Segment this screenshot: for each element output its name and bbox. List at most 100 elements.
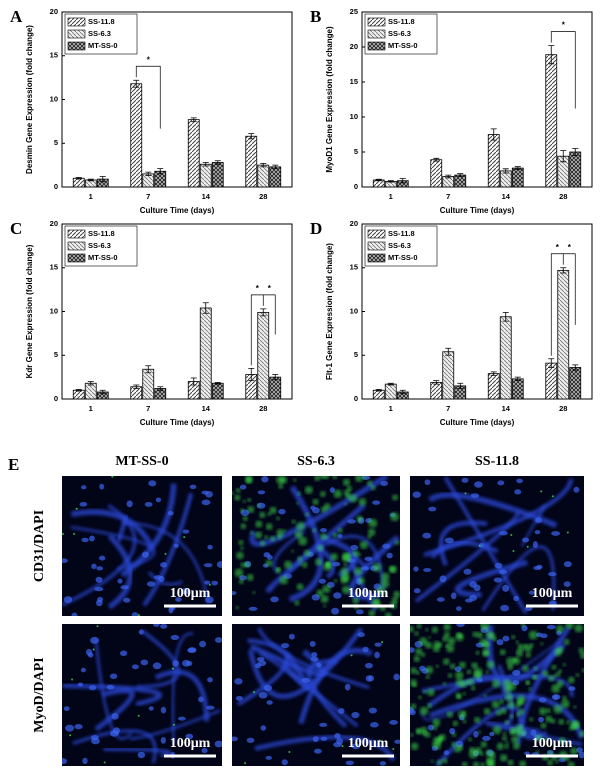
green-signal — [499, 649, 506, 656]
micrograph: 100μm — [62, 624, 222, 766]
nucleus — [424, 479, 431, 486]
nucleus — [473, 730, 479, 738]
bar — [269, 376, 282, 400]
nucleus — [153, 624, 160, 627]
green-signal — [432, 725, 438, 731]
nucleus — [393, 673, 400, 681]
green-signal — [296, 521, 305, 531]
green-signal — [278, 483, 284, 489]
green-signal — [443, 624, 451, 631]
nucleus — [436, 597, 445, 602]
green-signal — [470, 685, 476, 691]
nucleus — [493, 577, 503, 583]
nucleus — [502, 635, 510, 642]
nucleus — [148, 480, 157, 487]
error-bar — [387, 382, 394, 386]
nucleus — [234, 678, 243, 685]
green-signal — [418, 695, 422, 700]
x-tick-label: 14 — [502, 404, 511, 413]
green-signal — [442, 758, 448, 764]
green-signal — [410, 733, 414, 737]
green-signal — [253, 691, 256, 694]
row-label: MyoD/DAPI — [32, 657, 47, 732]
nucleus — [423, 568, 432, 573]
error-bar — [502, 311, 509, 322]
legend-label: SS-11.8 — [88, 229, 115, 238]
nucleus — [239, 484, 247, 490]
green-signal — [434, 742, 441, 750]
green-signal — [562, 663, 567, 667]
green-signal — [340, 575, 349, 584]
green-signal — [558, 718, 565, 725]
nucleus — [312, 736, 319, 743]
nucleus — [370, 722, 379, 728]
nucleus — [235, 695, 243, 701]
bar — [569, 151, 582, 188]
legend-label: SS-11.8 — [388, 229, 415, 238]
green-signal — [296, 501, 300, 505]
green-signal — [391, 596, 398, 604]
green-signal — [456, 632, 462, 638]
nucleus — [79, 501, 88, 507]
green-signal — [489, 751, 496, 758]
nucleus — [301, 677, 311, 684]
nucleus — [216, 561, 222, 568]
green-signal — [183, 536, 186, 539]
green-signal — [303, 549, 311, 557]
nucleus — [576, 747, 583, 753]
green-signal — [533, 666, 538, 671]
y-tick-label: 15 — [50, 263, 58, 272]
green-signal — [312, 528, 317, 533]
x-tick-label: 7 — [446, 404, 450, 413]
error-bar — [99, 176, 106, 183]
bar — [511, 378, 524, 400]
nucleus — [578, 751, 584, 759]
green-signal — [352, 550, 360, 557]
green-signal — [529, 717, 534, 722]
nucleus — [456, 606, 462, 611]
nucleus — [309, 640, 316, 647]
nucleus — [357, 632, 365, 638]
green-signal — [502, 679, 512, 688]
x-tick-label: 28 — [559, 192, 567, 201]
nucleus — [160, 706, 167, 714]
green-signal — [370, 485, 376, 491]
bar — [142, 368, 155, 400]
green-signal — [381, 641, 384, 644]
nucleus — [332, 561, 341, 567]
green-signal — [522, 665, 529, 672]
green-signal — [574, 624, 583, 633]
nucleus — [155, 497, 162, 503]
green-signal — [103, 761, 106, 764]
nucleus — [185, 733, 194, 740]
column-header: SS-11.8 — [475, 454, 519, 469]
nucleus — [205, 596, 214, 604]
green-signal — [430, 759, 434, 763]
nucleus — [443, 750, 450, 755]
green-signal — [363, 476, 367, 480]
micrograph: 100μm — [232, 476, 400, 616]
image-content — [412, 476, 580, 615]
green-signal — [485, 670, 490, 674]
green-signal — [575, 673, 580, 677]
y-axis-label: Desmin Gene Expression (fold change) — [25, 25, 34, 174]
green-signal — [455, 671, 464, 680]
green-signal — [337, 527, 343, 534]
fiber — [298, 647, 373, 725]
nucleus — [81, 485, 87, 490]
green-signal — [462, 719, 467, 724]
nucleus — [450, 592, 457, 600]
legend-swatch — [67, 17, 86, 27]
nucleus — [177, 716, 186, 721]
green-signal — [111, 476, 114, 478]
nucleus — [474, 481, 483, 488]
fiber — [254, 734, 396, 762]
green-signal — [520, 624, 526, 627]
nucleus — [189, 484, 197, 490]
nucleus — [123, 597, 131, 603]
green-signal — [454, 745, 462, 753]
bar — [499, 316, 512, 400]
nucleus — [106, 684, 115, 690]
plot-frame — [361, 11, 593, 188]
